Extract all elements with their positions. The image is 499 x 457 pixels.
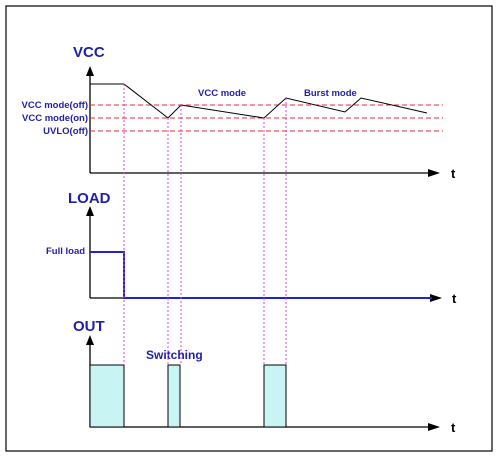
out-title: OUT	[73, 318, 105, 335]
vcc-mode-label: VCC mode	[198, 88, 246, 99]
vcc-mode-on-label: VCC mode(on)	[22, 113, 88, 124]
vcc-panel: VCC t VCC mode(off) VCC mode(on) UVLO(of…	[22, 44, 457, 181]
vcc-y-arrow	[86, 66, 94, 76]
switching-label: Switching	[146, 348, 203, 362]
load-waveform	[90, 251, 432, 299]
load-axis-label: t	[452, 291, 457, 306]
vcc-mode-off-label: VCC mode(off)	[22, 100, 89, 111]
vcc-title: VCC	[73, 44, 105, 61]
load-title: LOAD	[68, 190, 111, 207]
full-load-label: Full load	[46, 246, 85, 257]
vcc-x-arrow	[428, 169, 440, 177]
load-panel: LOAD t Full load	[46, 190, 457, 306]
out-x-arrow	[428, 423, 440, 431]
vcc-waveform	[90, 83, 428, 119]
load-y-arrow	[86, 206, 94, 216]
burst-mode-label: Burst mode	[304, 88, 357, 99]
uvlo-off-label: UVLO(off)	[43, 126, 88, 137]
diagram-frame	[5, 5, 493, 452]
vcc-axis-label: t	[451, 166, 456, 181]
out-axis-label: t	[451, 420, 456, 435]
out-pulse-3	[263, 364, 287, 428]
out-pulse-1	[89, 364, 125, 428]
out-panel: OUT t Switching	[73, 318, 456, 435]
load-x-arrow	[430, 294, 442, 302]
timing-markers	[123, 84, 287, 365]
out-y-arrow	[86, 335, 94, 345]
out-pulse-2	[167, 364, 181, 428]
